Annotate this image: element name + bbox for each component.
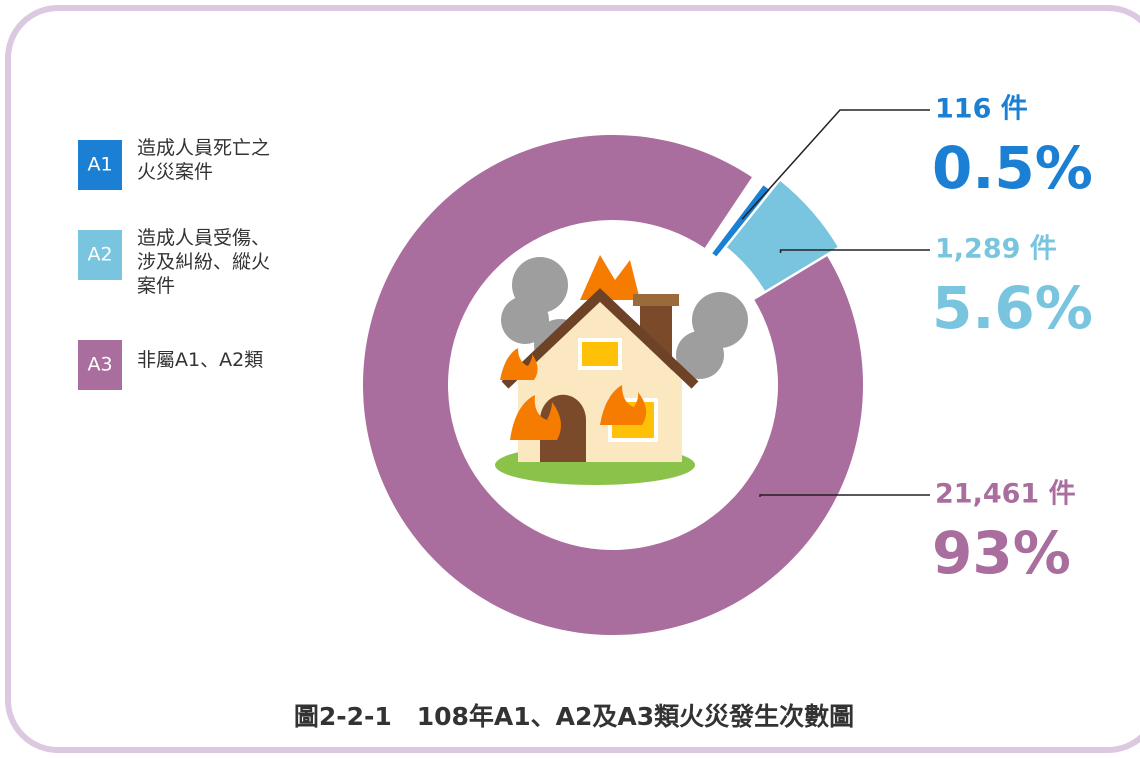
legend-code: A2 — [87, 244, 112, 266]
chart: 圖2-2-1 108年A1、A2及A3類火災發生次數圖 116 件 0.5% A1 1… — [0, 0, 1140, 758]
count-label: 21,461 件 — [935, 479, 1076, 510]
percent-label: 5.6% — [932, 274, 1093, 342]
count-label: 1,289 件 — [935, 234, 1057, 265]
chart-title: 圖2-2-1 108年A1、A2及A3類火災發生次數圖 — [294, 702, 854, 731]
count-label: 116 件 — [935, 94, 1028, 125]
legend-description: 非屬A1、A2類 — [137, 348, 279, 372]
legend-description: 造成人員受傷、涉及糾紛、縱火案件 — [137, 226, 279, 298]
page: 圖2-2-1 108年A1、A2及A3類火災發生次數圖 116 件 0.5% A1 1… — [0, 0, 1140, 758]
legend-description: 造成人員死亡之火災案件 — [137, 136, 279, 184]
legend-code: A3 — [87, 354, 112, 376]
percent-label: 0.5% — [932, 134, 1093, 202]
percent-label: 93% — [932, 519, 1071, 587]
legend-code: A1 — [87, 154, 112, 176]
